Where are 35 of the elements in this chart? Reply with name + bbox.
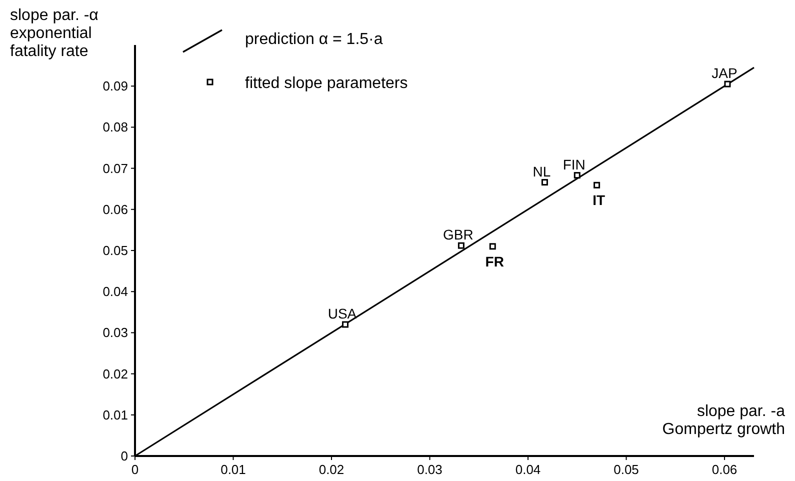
y-tick-label: 0.08 [102,120,128,135]
legend-label: prediction α = 1.5·a [245,31,383,48]
annotation: NL [532,163,551,180]
x-tick-label: 0.01 [220,462,246,477]
x-tick-label: 0.02 [318,462,344,477]
y-tick-label: 0.06 [102,202,128,217]
y-tick-label: 0.03 [102,325,128,340]
legend-label: fitted slope parameters [245,75,408,92]
point [574,172,580,179]
y-tick-label: 0.01 [102,407,128,422]
y-axis-title: slope par. -α exponential fatality rate [10,7,98,60]
annotation: FIN [562,156,586,172]
y-tick-label: 0.09 [102,78,128,94]
y-tick-label: 0.07 [102,160,128,176]
x-tick-label: 0.04 [515,462,541,477]
point [458,242,464,249]
y-tick-label: 0 [120,448,128,464]
x-tick-label: 0.06 [712,462,738,477]
annotation: FR [485,253,504,270]
annotation: JAP [712,65,738,82]
point [489,243,496,250]
x-tick-label: 0.03 [417,462,442,477]
point [724,80,731,88]
annotation: IT [592,192,606,208]
x-tick-label: 0.05 [614,462,639,477]
point [342,321,349,328]
y-tick-label: 0.05 [102,243,128,258]
annotation: GBR [443,226,474,243]
y-tick-label: 0.02 [102,366,128,382]
x-tick-label: 0 [131,462,139,477]
x-axis-title: slope par. -a Gompertz growth [662,403,786,438]
point [594,182,600,188]
point [541,179,548,186]
y-tick-label: 0.04 [102,284,128,300]
annotation: USA [328,305,358,322]
